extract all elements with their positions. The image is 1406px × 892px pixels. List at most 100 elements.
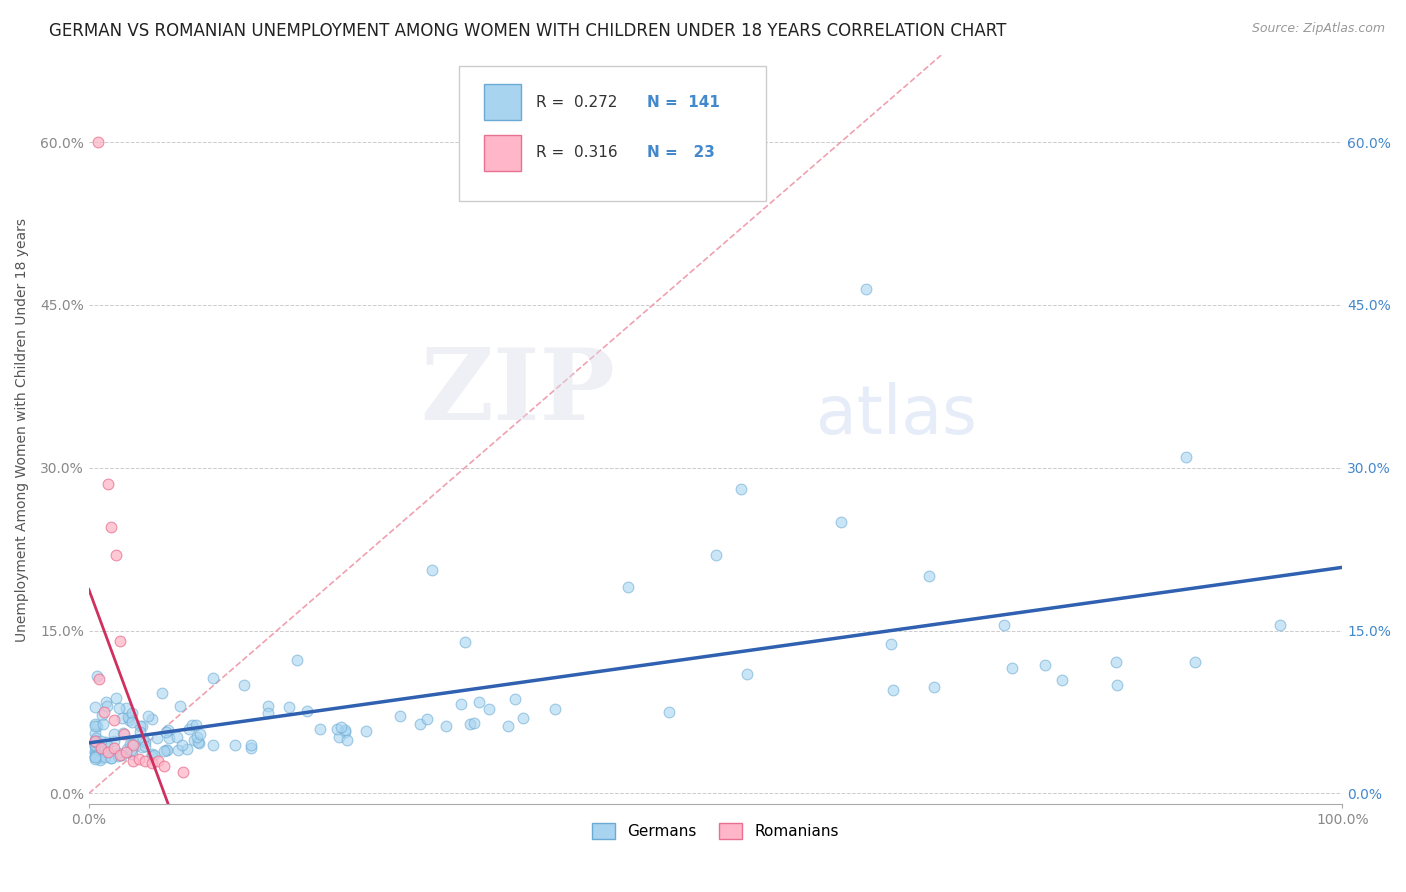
Point [115, 742, 138, 756]
Point [1001, 661, 1024, 675]
Point [84, 738, 107, 752]
Point [89, 753, 111, 767]
Point [1268, 618, 1291, 632]
Point [134, 735, 156, 749]
Point [121, 714, 143, 729]
Point [420, 563, 443, 577]
Point [1052, 673, 1074, 687]
Point [84, 749, 107, 764]
Point [103, 713, 125, 727]
Point [882, 683, 904, 698]
Text: Source: ZipAtlas.com: Source: ZipAtlas.com [1251, 22, 1385, 36]
Point [544, 702, 567, 716]
Point [96, 739, 118, 753]
Point [141, 712, 163, 726]
Point [408, 717, 430, 731]
Point [287, 653, 309, 667]
Point [84, 749, 107, 764]
Point [478, 701, 501, 715]
Point [450, 698, 472, 712]
Point [97, 477, 120, 491]
Point [190, 727, 212, 741]
Point [1105, 678, 1128, 692]
Point [917, 569, 939, 583]
Point [333, 723, 356, 737]
Point [96, 734, 118, 748]
Point [434, 719, 457, 733]
Point [84, 700, 107, 714]
Text: N =   23: N = 23 [647, 145, 714, 160]
Point [103, 727, 125, 741]
Point [84, 739, 107, 754]
Point [187, 735, 209, 749]
Point [134, 754, 156, 768]
Point [93, 705, 115, 719]
Point [458, 716, 481, 731]
Point [256, 706, 278, 721]
Point [117, 709, 139, 723]
Point [239, 738, 262, 752]
Point [121, 747, 143, 761]
Point [157, 731, 180, 746]
Point [90, 740, 112, 755]
Point [496, 719, 519, 733]
Point [97, 745, 120, 759]
Point [103, 740, 125, 755]
Point [202, 739, 225, 753]
Point [100, 520, 122, 534]
Point [100, 751, 122, 765]
Text: R =  0.316: R = 0.316 [536, 145, 619, 160]
Point [84, 745, 107, 759]
Point [153, 759, 176, 773]
Point [187, 735, 209, 749]
Point [108, 700, 131, 714]
Point [389, 709, 412, 723]
Point [141, 748, 163, 763]
Point [111, 748, 134, 763]
Point [86, 719, 108, 733]
Point [155, 724, 177, 739]
Y-axis label: Unemployment Among Women with Children Under 18 years: Unemployment Among Women with Children U… [15, 218, 30, 641]
Point [96, 745, 118, 759]
Point [84, 748, 107, 763]
Point [124, 736, 146, 750]
Point [153, 744, 176, 758]
Point [328, 731, 350, 745]
Point [84, 717, 107, 731]
Point [115, 745, 138, 759]
Point [84, 750, 107, 764]
Point [108, 748, 131, 763]
Point [86, 135, 108, 149]
Text: ZIP: ZIP [420, 343, 616, 441]
Point [128, 719, 150, 733]
Point [84, 726, 107, 740]
Point [146, 754, 169, 768]
Point [224, 738, 246, 752]
Point [84, 719, 107, 733]
Point [111, 726, 134, 740]
Point [830, 515, 852, 529]
Point [91, 717, 114, 731]
Point [1174, 450, 1197, 464]
Point [84, 735, 107, 749]
Point [91, 707, 114, 722]
Point [108, 634, 131, 648]
Point [87, 673, 110, 687]
Point [503, 692, 526, 706]
Point [169, 699, 191, 714]
Point [131, 740, 153, 755]
Text: GERMAN VS ROMANIAN UNEMPLOYMENT AMONG WOMEN WITH CHILDREN UNDER 18 YEARS CORRELA: GERMAN VS ROMANIAN UNEMPLOYMENT AMONG WO… [49, 22, 1007, 40]
Point [132, 732, 155, 747]
Point [416, 712, 439, 726]
Point [181, 718, 204, 732]
Point [103, 734, 125, 748]
Point [277, 700, 299, 714]
Point [90, 734, 112, 748]
Point [107, 747, 129, 761]
Point [136, 709, 159, 723]
Point [335, 724, 357, 739]
Point [150, 686, 173, 700]
Point [121, 706, 143, 720]
Point [658, 705, 681, 719]
Point [257, 698, 280, 713]
